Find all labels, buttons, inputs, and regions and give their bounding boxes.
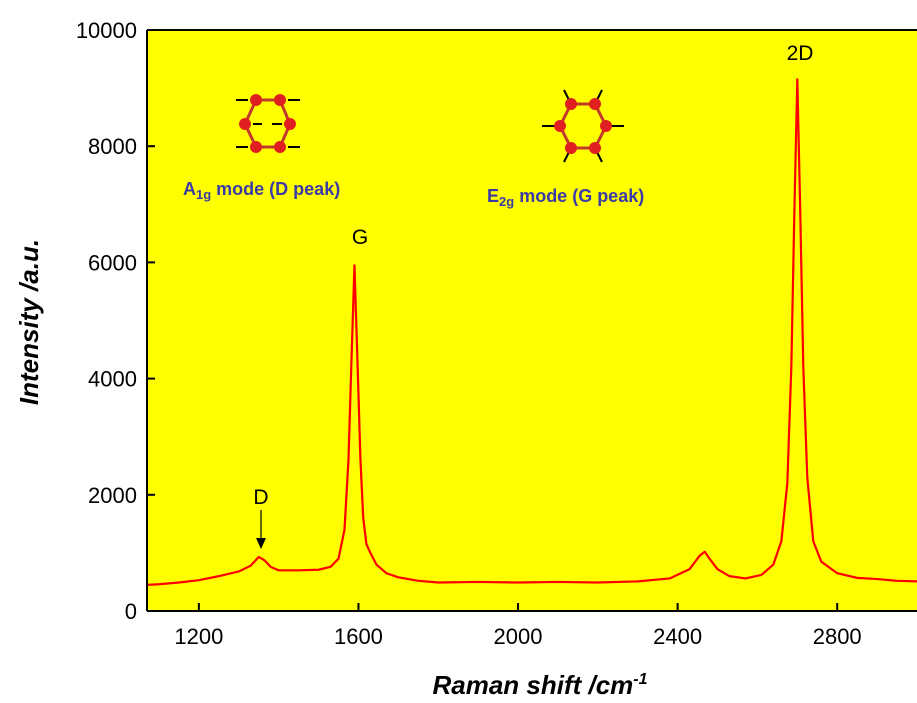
mode-text: mode (G peak) [514,186,644,206]
x-tick-label: 2400 [653,624,702,649]
arrow-head [256,538,266,549]
x-tick-label: 1600 [334,624,383,649]
y-axis-title: Intensity /a.u. [14,239,44,405]
y-tick-label: 10000 [76,18,137,43]
y-tick-label: 4000 [88,367,137,392]
peak-label: D [253,486,268,509]
x-axis-title: Raman shift /cm-1 [432,670,647,700]
peak-label: 2D [787,42,814,65]
mode-main: A [183,179,196,199]
y-tick-label: 8000 [88,134,137,159]
y-tick-label: 2000 [88,483,137,508]
x-tick-label: 2000 [494,624,543,649]
molecule-g-mode [542,89,624,163]
mode-main: E [487,186,499,206]
axes: 0 2000 4000 6000 8000 10000 1200 1600 2000 2400 28… [76,18,862,649]
x-axis-title-text: Raman shift /cm [432,670,633,700]
x-axis-title-sup: -1 [633,671,647,688]
peak-label: G [352,226,368,249]
mode-sub: 1g [196,187,211,202]
mode-text: mode (D peak) [211,179,340,199]
x-tick-label: 1200 [174,624,223,649]
x-tick-label: 2800 [813,624,862,649]
plot-area [147,30,917,611]
mode-label: A1g mode (D peak) [183,179,340,202]
y-tick-label: 0 [125,599,137,624]
mode-sub: 2g [499,194,514,209]
y-tick-label: 6000 [88,250,137,275]
spectrum-line [146,78,917,586]
series [146,78,917,586]
molecule-d-mode [236,94,300,153]
mode-label: E2g mode (G peak) [487,186,644,209]
